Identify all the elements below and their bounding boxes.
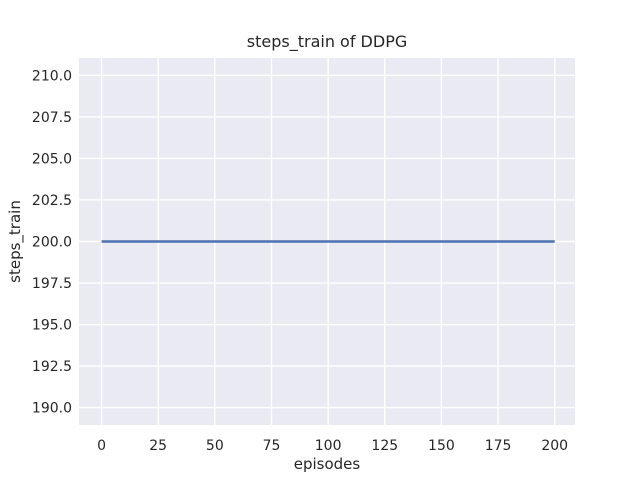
x-tick-label: 25 — [149, 438, 167, 454]
x-tick-label: 75 — [263, 438, 281, 454]
x-tick-label: 100 — [315, 438, 342, 454]
y-tick-label: 205.0 — [32, 151, 72, 167]
x-tick-label: 175 — [485, 438, 512, 454]
y-tick-label: 195.0 — [32, 318, 72, 334]
y-tick-label: 192.5 — [32, 359, 72, 375]
y-tick-label: 207.5 — [32, 110, 72, 126]
y-tick-label: 210.0 — [32, 68, 72, 84]
y-tick-label: 200.0 — [32, 235, 72, 251]
x-tick-label: 200 — [541, 438, 568, 454]
y-tick-label: 197.5 — [32, 276, 72, 292]
x-tick-label: 0 — [97, 438, 106, 454]
y-axis-label: steps_train — [6, 200, 25, 283]
y-tick-label: 202.5 — [32, 193, 72, 209]
x-tick-label: 50 — [206, 438, 224, 454]
x-tick-label: 125 — [371, 438, 398, 454]
x-tick-label: 150 — [428, 438, 455, 454]
chart-title: steps_train of DDPG — [247, 32, 407, 52]
y-tick-label: 190.0 — [32, 401, 72, 417]
x-axis-label: episodes — [294, 455, 361, 473]
